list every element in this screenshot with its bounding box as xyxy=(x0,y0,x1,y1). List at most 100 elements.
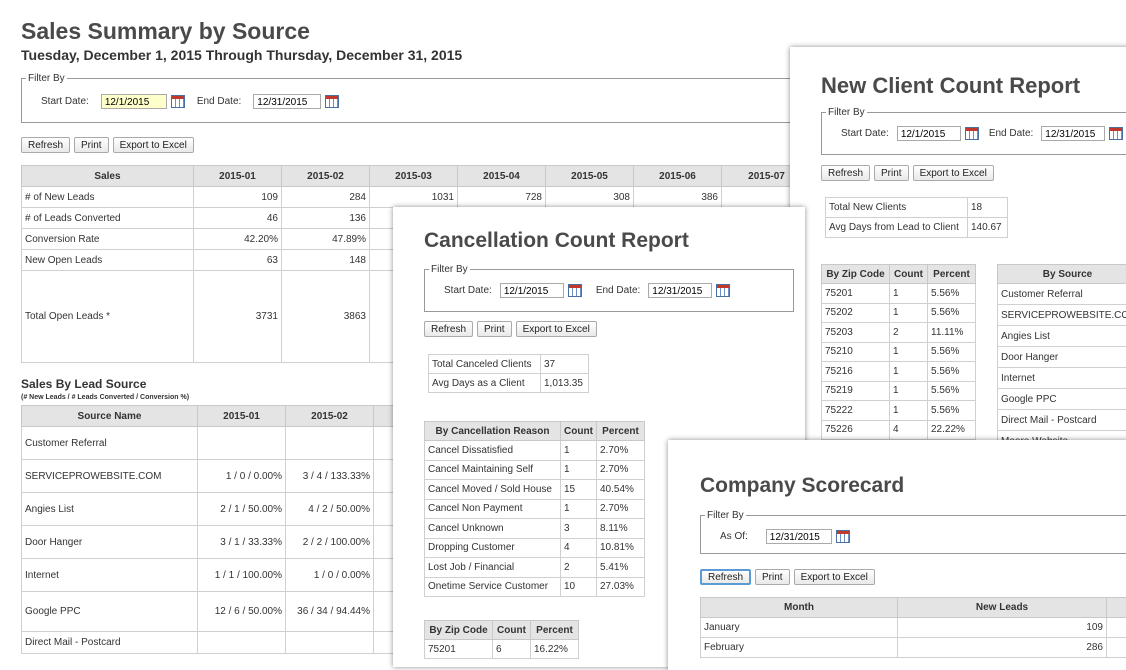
column-header: 2015-02 xyxy=(286,406,374,427)
end-date-input[interactable]: 12/31/2015 xyxy=(648,283,712,298)
table-cell: 1 xyxy=(890,381,928,401)
table-cell: 148 xyxy=(282,250,370,271)
column-header: 2015-05 xyxy=(546,166,634,187)
table-cell: January xyxy=(701,618,898,638)
stat-value: 140.67 xyxy=(968,218,1008,238)
table-cell: 109 xyxy=(194,187,282,208)
table-cell: 286 xyxy=(898,638,1107,658)
table-cell xyxy=(198,632,286,654)
table-cell: 2.70% xyxy=(597,460,645,480)
row-label: Total Open Leads * xyxy=(22,271,194,363)
print-button[interactable]: Print xyxy=(477,321,512,337)
table-row: Internet xyxy=(998,368,1126,389)
end-date-input[interactable]: 12/31/2015 xyxy=(1041,126,1105,141)
calendar-icon[interactable] xyxy=(836,530,850,543)
calendar-icon[interactable] xyxy=(1109,127,1123,140)
table-cell: 10.81% xyxy=(597,538,645,558)
table-cell: 284 xyxy=(282,187,370,208)
panel-title: Company Scorecard xyxy=(700,474,904,498)
row-label: Conversion Rate xyxy=(22,229,194,250)
print-button[interactable]: Print xyxy=(874,165,909,181)
table-row: Door Hanger 3 / 1 / 33.33% 2 / 2 / 100.0… xyxy=(22,526,414,559)
table-cell: 1 xyxy=(890,303,928,323)
table-cell: 11.11% xyxy=(928,323,976,343)
table-row: February 286 xyxy=(701,638,1126,658)
table-cell: 75216 xyxy=(822,362,890,382)
table-row: Direct Mail - Postcard xyxy=(998,410,1126,431)
export-excel-button[interactable]: Export to Excel xyxy=(794,569,875,585)
calendar-icon[interactable] xyxy=(568,284,582,297)
lead-source-subtitle: (# New Leads / # Leads Converted / Conve… xyxy=(21,394,189,401)
table-cell: 15 xyxy=(561,480,597,500)
lead-source-table: Source Name 2015-01 2015-02 Customer Ref… xyxy=(21,405,414,654)
refresh-button[interactable]: Refresh xyxy=(424,321,473,337)
start-date-input[interactable]: 12/1/2015 xyxy=(101,94,167,109)
refresh-button[interactable]: Refresh xyxy=(700,569,751,585)
table-cell: 6 xyxy=(493,640,531,659)
calendar-icon[interactable] xyxy=(716,284,730,297)
export-excel-button[interactable]: Export to Excel xyxy=(516,321,597,337)
table-row: Direct Mail - Postcard xyxy=(22,632,414,654)
table-cell: 3863 xyxy=(282,271,370,363)
column-header: Percent xyxy=(597,422,645,441)
filter-legend: Filter By xyxy=(705,510,746,521)
print-button[interactable]: Print xyxy=(74,137,109,153)
export-excel-button[interactable]: Export to Excel xyxy=(113,137,194,153)
export-excel-button[interactable]: Export to Excel xyxy=(913,165,994,181)
table-cell: 4 / 2 / 50.00% xyxy=(286,493,374,526)
refresh-button[interactable]: Refresh xyxy=(821,165,870,181)
cancellation-stats-table: Total Canceled Clients 37 Avg Days as a … xyxy=(428,354,589,393)
table-cell: 2.70% xyxy=(597,441,645,461)
table-cell: 10 xyxy=(561,577,597,597)
column-header: 2015-04 xyxy=(458,166,546,187)
table-row: Angies List 2 / 1 / 50.00% 4 / 2 / 50.00… xyxy=(22,493,414,526)
row-label: # of Leads Converted xyxy=(22,208,194,229)
table-cell: 5.41% xyxy=(597,558,645,578)
table-cell: 136 xyxy=(282,208,370,229)
filter-legend: Filter By xyxy=(26,73,67,84)
table-row: Customer Referral xyxy=(998,284,1126,305)
print-button[interactable]: Print xyxy=(755,569,790,585)
column-header: 2015-02 xyxy=(282,166,370,187)
stat-label: Total New Clients xyxy=(826,198,968,218)
cancellation-reason-table: By Cancellation Reason Count Percent Can… xyxy=(424,421,645,597)
refresh-button[interactable]: Refresh xyxy=(21,137,70,153)
table-cell: 5.56% xyxy=(928,381,976,401)
stat-value: 18 xyxy=(968,198,1008,218)
as-of-date-input[interactable]: 12/31/2015 xyxy=(766,529,832,544)
column-header: Count xyxy=(561,422,597,441)
end-date-input[interactable]: 12/31/2015 xyxy=(253,94,321,109)
table-cell: 75219 xyxy=(822,381,890,401)
table-cell: Google PPC xyxy=(998,389,1126,410)
stat-value: 1,013.35 xyxy=(541,374,589,393)
table-cell xyxy=(286,632,374,654)
row-label: New Open Leads xyxy=(22,250,194,271)
filter-legend: Filter By xyxy=(826,107,867,118)
table-row: Google PPC xyxy=(998,389,1126,410)
start-date-input[interactable]: 12/1/2015 xyxy=(897,126,961,141)
calendar-icon[interactable] xyxy=(965,127,979,140)
company-scorecard-panel: Company Scorecard Filter By As Of: 12/31… xyxy=(668,440,1126,670)
column-header: Sales xyxy=(22,166,194,187)
calendar-icon[interactable] xyxy=(325,95,339,108)
column-header xyxy=(1107,598,1126,618)
table-cell: 22.22% xyxy=(928,420,976,440)
table-cell: SERVICEPROWEBSITE.COM xyxy=(998,305,1126,326)
calendar-icon[interactable] xyxy=(171,95,185,108)
column-header: 2015-01 xyxy=(198,406,286,427)
column-header: 2015-06 xyxy=(634,166,722,187)
row-label: Google PPC xyxy=(22,592,198,632)
column-header: Count xyxy=(890,265,928,284)
table-cell: 16.22% xyxy=(531,640,579,659)
column-header: 2015-01 xyxy=(194,166,282,187)
start-date-input[interactable]: 12/1/2015 xyxy=(500,283,564,298)
table-cell: 42.20% xyxy=(194,229,282,250)
table-cell: Onetime Service Customer xyxy=(425,577,561,597)
table-cell: 1 xyxy=(890,284,928,304)
